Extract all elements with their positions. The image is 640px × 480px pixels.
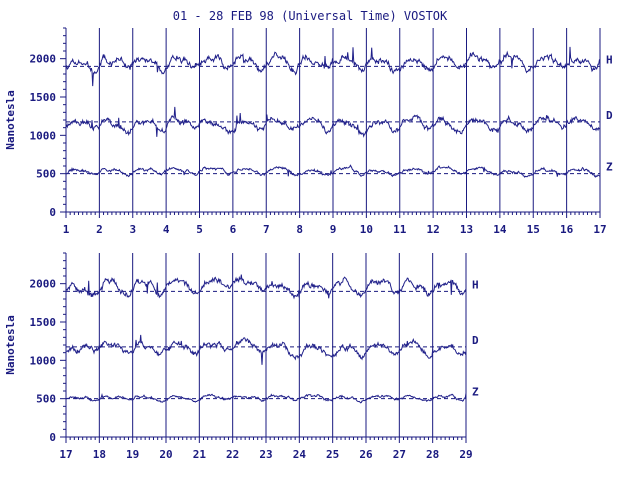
trace-h	[65, 274, 467, 300]
x-tick-label: 6	[230, 223, 237, 236]
y-tick-label: 2000	[30, 278, 57, 291]
x-tick-label: 29	[459, 448, 472, 461]
x-tick-label: 4	[163, 223, 170, 236]
y-tick-label: 1000	[30, 354, 57, 367]
trace-h	[65, 46, 601, 87]
component-label-z: Z	[472, 386, 479, 399]
trace-d	[65, 334, 467, 365]
x-tick-label: 2	[96, 223, 103, 236]
component-label-d: D	[472, 334, 479, 347]
x-tick-label: 10	[360, 223, 373, 236]
x-tick-label: 1	[63, 223, 70, 236]
x-tick-label: 5	[196, 223, 203, 236]
trace-z	[65, 164, 601, 178]
y-tick-label: 500	[36, 393, 56, 406]
trace-z	[65, 392, 467, 404]
y-tick-label: 1500	[30, 316, 57, 329]
y-tick-label: 0	[49, 206, 56, 219]
x-tick-label: 17	[593, 223, 606, 236]
x-tick-label: 3	[129, 223, 136, 236]
x-tick-label: 8	[296, 223, 303, 236]
y-tick-label: 1500	[30, 91, 57, 104]
x-tick-label: 13	[460, 223, 473, 236]
x-tick-label: 18	[93, 448, 106, 461]
x-tick-label: 24	[293, 448, 307, 461]
x-tick-label: 19	[126, 448, 139, 461]
x-tick-label: 28	[426, 448, 439, 461]
component-label-z: Z	[606, 161, 613, 174]
x-tick-label: 27	[393, 448, 406, 461]
x-tick-label: 17	[59, 448, 72, 461]
x-tick-label: 14	[493, 223, 507, 236]
y-axis-title: Nanotesla	[4, 315, 17, 375]
y-tick-label: 2000	[30, 53, 57, 66]
x-tick-label: 7	[263, 223, 270, 236]
y-tick-label: 0	[49, 431, 56, 444]
x-tick-label: 9	[330, 223, 337, 236]
x-tick-label: 11	[393, 223, 407, 236]
x-tick-label: 23	[259, 448, 272, 461]
x-tick-label: 21	[193, 448, 207, 461]
trace-d	[65, 106, 600, 138]
x-tick-label: 25	[326, 448, 339, 461]
component-label-h: H	[606, 53, 613, 66]
chart-title: 01 - 28 FEB 98 (Universal Time) VOSTOK	[172, 9, 448, 23]
y-tick-label: 500	[36, 168, 56, 181]
x-tick-label: 20	[159, 448, 172, 461]
x-tick-label: 16	[560, 223, 574, 236]
component-label-d: D	[606, 109, 613, 122]
y-axis-title: Nanotesla	[4, 90, 17, 150]
component-label-h: H	[472, 278, 479, 291]
x-tick-label: 26	[359, 448, 373, 461]
x-tick-label: 15	[527, 223, 540, 236]
y-tick-label: 1000	[30, 129, 57, 142]
x-tick-label: 22	[226, 448, 239, 461]
x-tick-label: 12	[427, 223, 440, 236]
